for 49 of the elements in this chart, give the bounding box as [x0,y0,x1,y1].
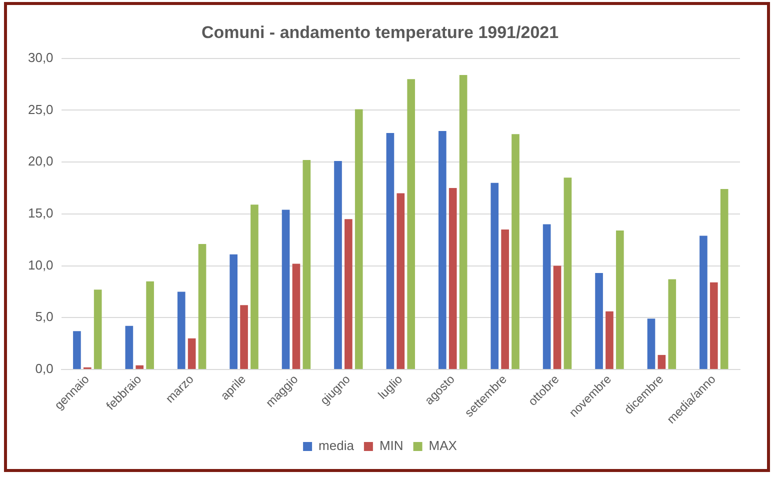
bar [658,354,666,369]
y-tick-label: 10,0 [28,257,54,272]
bar [542,224,551,369]
bar [302,160,311,369]
y-tick-label: 25,0 [28,102,54,117]
bar [512,134,520,369]
bar [501,229,509,369]
y-tick-label: 30,0 [28,50,54,65]
legend-label: media [318,438,355,454]
bar [250,204,258,369]
bar [344,219,352,369]
bar [125,326,134,369]
bar [710,282,718,369]
bar [230,254,238,369]
bar [136,365,144,369]
bar [448,188,457,369]
bar [73,331,81,369]
bar [564,178,572,369]
y-tick-label: 5,0 [35,309,54,324]
bar [553,266,562,369]
bar [438,130,446,369]
y-tick-label: 0,0 [35,361,54,376]
legend-label: MIN [379,438,404,454]
y-tick-label: 20,0 [28,154,54,169]
bar [606,311,614,369]
bar [668,279,676,369]
bar [720,189,728,369]
bar [146,281,154,369]
bar [240,305,248,369]
bar [354,109,363,369]
bar [177,292,186,369]
bar [647,318,656,369]
bar [490,182,499,369]
bar [292,264,300,369]
chart-title: Comuni - andamento temperature 1991/2021 [201,22,559,42]
bar [282,210,290,369]
bar [188,338,196,369]
bar [595,273,603,369]
bar [700,236,708,369]
bar [407,79,416,369]
bar [616,230,624,369]
bar [198,244,206,369]
y-tick-label: 15,0 [28,206,54,221]
bar [459,74,468,369]
bar [94,290,102,369]
bar [386,133,394,369]
bar [396,193,405,369]
bar [334,161,342,369]
legend-label: MAX [428,438,458,454]
